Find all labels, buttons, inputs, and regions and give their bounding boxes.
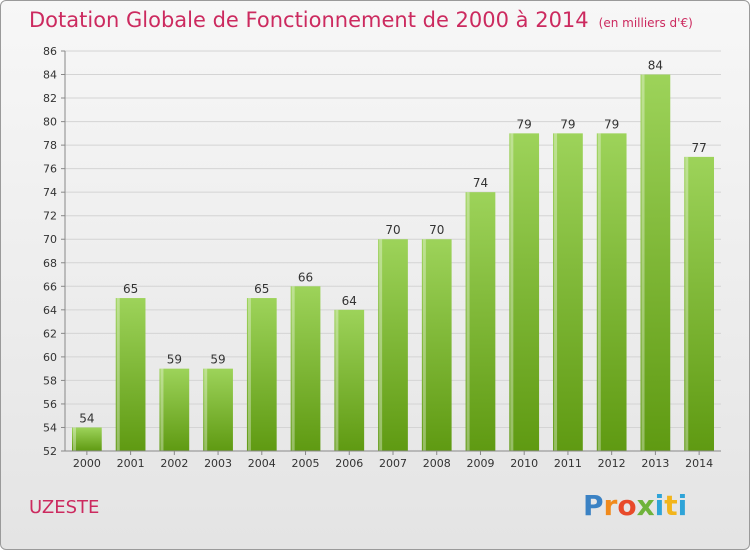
data-label-2006: 64: [342, 294, 357, 308]
bar-2010: [509, 133, 540, 451]
bar-2013: [640, 74, 671, 451]
bar-2011: [553, 133, 583, 451]
data-label-2002: 59: [167, 353, 182, 367]
y-tick-label: 58: [43, 374, 57, 387]
x-tick-label-2005: 2005: [292, 457, 320, 470]
y-tick-label: 80: [43, 116, 57, 129]
y-tick-label: 84: [43, 69, 57, 82]
x-tick-label-2011: 2011: [554, 457, 582, 470]
y-tick-label: 68: [43, 257, 57, 270]
x-tick-label-2000: 2000: [73, 457, 101, 470]
bar-2005: [290, 286, 321, 451]
x-tick-label-2009: 2009: [466, 457, 494, 470]
bar-highlight: [554, 133, 558, 451]
y-tick-label: 74: [43, 186, 57, 199]
axis-layer: 52 54 56 58 60 62 64 66 68 70 72 74 76 78 80 82 84 86 2000…: [43, 45, 721, 470]
y-tick-label: 86: [43, 45, 57, 58]
y-tick-label: 60: [43, 351, 57, 364]
x-tick-label-2002: 2002: [160, 457, 188, 470]
bar-highlight: [247, 298, 251, 451]
bar-highlight: [510, 133, 514, 451]
label-layer: 54 65 59 59 65 66 64 70 70 74 79 79 79 84 77: [79, 59, 707, 426]
bar-2012: [596, 133, 627, 451]
bar-2014: [684, 156, 715, 451]
x-tick-label-2012: 2012: [598, 457, 626, 470]
y-tick-label: 66: [43, 280, 57, 293]
y-tick-label: 52: [43, 445, 57, 458]
bar-highlight: [204, 368, 208, 451]
bar-highlight: [597, 133, 601, 451]
bar-layer: [71, 74, 715, 452]
y-tick-label: 72: [43, 210, 57, 223]
x-tick-label-2007: 2007: [379, 457, 407, 470]
x-tick-label-2008: 2008: [423, 457, 451, 470]
bar-2007: [378, 239, 408, 451]
x-tick-label-2013: 2013: [641, 457, 669, 470]
x-tick-label-2003: 2003: [204, 457, 232, 470]
data-label-2008: 70: [429, 223, 444, 237]
bar-highlight: [379, 239, 383, 451]
y-tick-label: 56: [43, 398, 57, 411]
data-label-2011: 79: [560, 117, 575, 131]
bar-highlight: [422, 239, 426, 451]
y-tick-label: 64: [43, 304, 57, 317]
bar-highlight: [72, 427, 76, 451]
y-tick-label: 76: [43, 163, 57, 176]
x-tick-label-2006: 2006: [335, 457, 363, 470]
bar-2009: [465, 192, 496, 452]
bar-2000: [71, 427, 102, 451]
x-tick-label-2010: 2010: [510, 457, 538, 470]
y-tick-label: 70: [43, 233, 57, 246]
x-tick-label-2014: 2014: [685, 457, 713, 470]
bar-highlight: [335, 309, 339, 451]
bar-2008: [421, 239, 452, 451]
y-tick-label: 62: [43, 327, 57, 340]
y-tick-label: 54: [43, 421, 57, 434]
data-label-2007: 70: [385, 223, 400, 237]
bar-highlight: [291, 286, 295, 451]
bar-2001: [115, 298, 146, 451]
chart-subtitle: (en milliers d'€): [598, 16, 693, 30]
bar-highlight: [466, 192, 470, 452]
data-label-2012: 79: [604, 117, 619, 131]
bar-2002: [159, 368, 190, 451]
bar-highlight: [641, 74, 645, 451]
data-label-2000: 54: [79, 411, 94, 425]
bar-2004: [246, 298, 277, 451]
bar-highlight: [160, 368, 164, 451]
data-label-2003: 59: [210, 353, 225, 367]
chart-title-text: Dotation Globale de Fonctionnement de 20…: [29, 8, 589, 32]
data-label-2013: 84: [648, 59, 663, 73]
data-label-2014: 77: [691, 141, 706, 155]
chart-title: Dotation Globale de Fonctionnement de 20…: [29, 8, 693, 32]
x-tick-label-2001: 2001: [117, 457, 145, 470]
data-label-2009: 74: [473, 176, 488, 190]
bar-2006: [334, 309, 365, 451]
bar-highlight: [685, 156, 689, 451]
place-name: UZESTE: [29, 497, 100, 518]
data-label-2001: 65: [123, 282, 138, 296]
proxiti-logo: Proxiti: [583, 489, 688, 522]
y-tick-label: 82: [43, 92, 57, 105]
bar-2003: [203, 368, 233, 451]
bar-highlight: [116, 298, 120, 451]
data-label-2010: 79: [517, 117, 532, 131]
data-label-2005: 66: [298, 270, 313, 284]
x-tick-label-2004: 2004: [248, 457, 276, 470]
y-tick-label: 78: [43, 139, 57, 152]
data-label-2004: 65: [254, 282, 269, 296]
